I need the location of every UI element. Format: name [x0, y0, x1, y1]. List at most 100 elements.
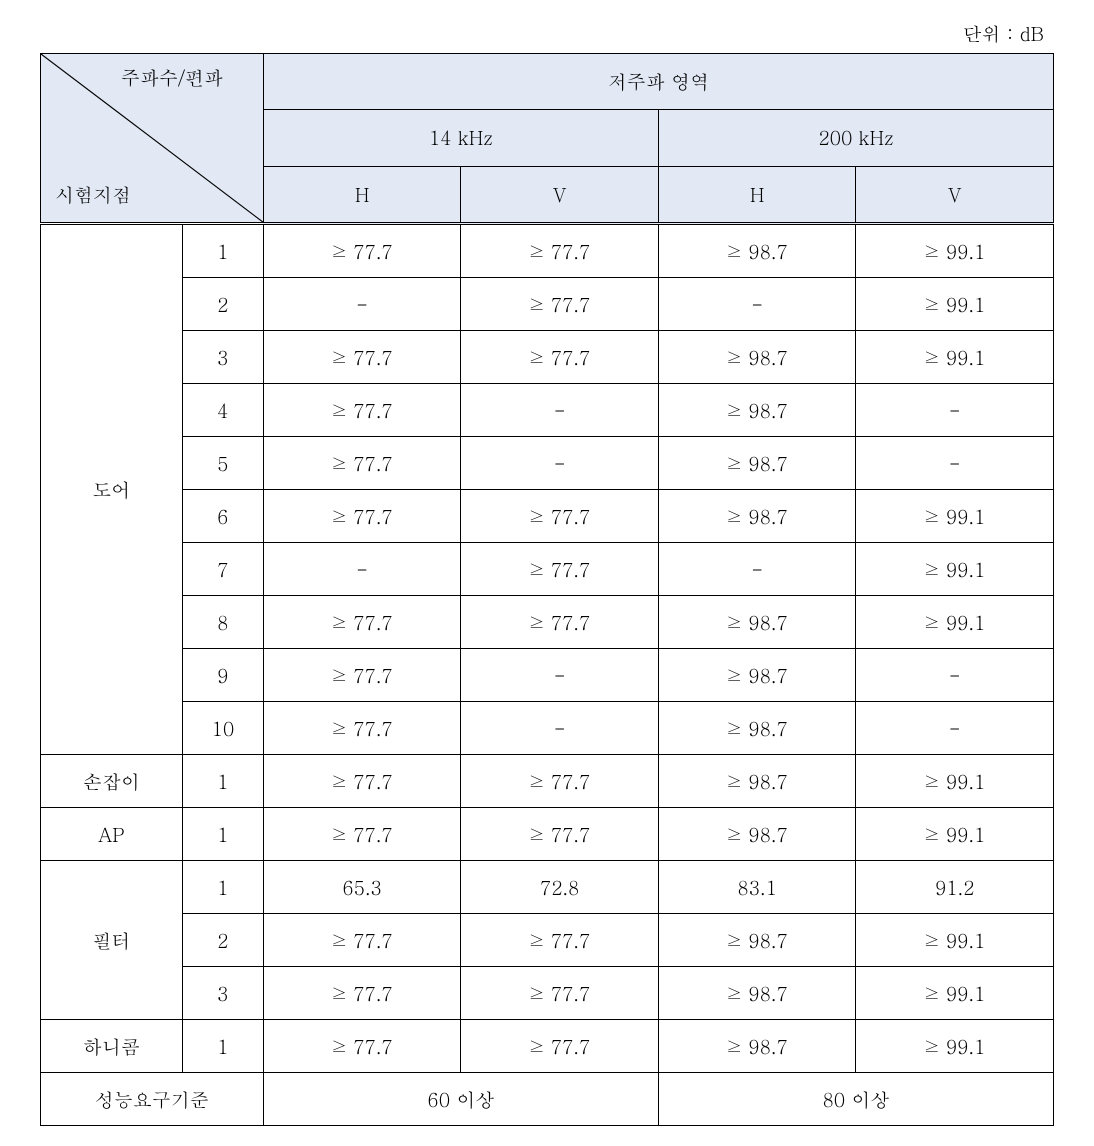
- value-cell: ≥ 77.7: [263, 808, 461, 861]
- value-cell: ≥ 77.7: [263, 384, 461, 437]
- value-cell: -: [856, 702, 1054, 755]
- value-cell: 72.8: [461, 861, 659, 914]
- header-diagonal: 주파수/편파 시험지점: [41, 54, 264, 224]
- value-cell: ≥ 99.1: [856, 755, 1054, 808]
- row-index: 3: [182, 331, 263, 384]
- row-index: 1: [182, 1020, 263, 1073]
- value-cell: ≥ 99.1: [856, 543, 1054, 596]
- table-row: 4≥ 77.7-≥ 98.7-: [41, 384, 1054, 437]
- group-label: 손잡이: [41, 755, 183, 808]
- value-cell: ≥ 77.7: [461, 914, 659, 967]
- header-h1: H: [263, 166, 461, 223]
- value-cell: -: [658, 543, 856, 596]
- header-v2: V: [856, 166, 1054, 223]
- footer-value-2: 80 이상: [658, 1073, 1053, 1126]
- value-cell: -: [461, 437, 659, 490]
- value-cell: -: [856, 649, 1054, 702]
- row-index: 2: [182, 914, 263, 967]
- value-cell: ≥ 99.1: [856, 490, 1054, 543]
- value-cell: ≥ 77.7: [263, 967, 461, 1020]
- value-cell: -: [856, 384, 1054, 437]
- value-cell: ≥ 99.1: [856, 808, 1054, 861]
- unit-label: 단위 : dB: [40, 20, 1054, 47]
- value-cell: ≥ 77.7: [263, 914, 461, 967]
- value-cell: ≥ 77.7: [461, 755, 659, 808]
- value-cell: ≥ 77.7: [263, 331, 461, 384]
- value-cell: ≥ 77.7: [461, 1020, 659, 1073]
- value-cell: ≥ 99.1: [856, 967, 1054, 1020]
- row-index: 6: [182, 490, 263, 543]
- table-row: 9≥ 77.7-≥ 98.7-: [41, 649, 1054, 702]
- table-row: 8≥ 77.7≥ 77.7≥ 98.7≥ 99.1: [41, 596, 1054, 649]
- row-index: 1: [182, 808, 263, 861]
- footer-row: 성능요구기준60 이상80 이상: [41, 1073, 1054, 1126]
- row-index: 1: [182, 224, 263, 278]
- value-cell: -: [263, 543, 461, 596]
- value-cell: ≥ 77.7: [461, 967, 659, 1020]
- value-cell: ≥ 98.7: [658, 224, 856, 278]
- value-cell: ≥ 77.7: [263, 755, 461, 808]
- header-diag-bottom: 시험지점: [55, 181, 131, 208]
- value-cell: ≥ 98.7: [658, 702, 856, 755]
- value-cell: -: [461, 649, 659, 702]
- table-row: AP1≥ 77.7≥ 77.7≥ 98.7≥ 99.1: [41, 808, 1054, 861]
- header-v1: V: [461, 166, 659, 223]
- table-row: 손잡이1≥ 77.7≥ 77.7≥ 98.7≥ 99.1: [41, 755, 1054, 808]
- table-body: 도어1≥ 77.7≥ 77.7≥ 98.7≥ 99.12-≥ 77.7-≥ 99…: [41, 224, 1054, 1126]
- table-header: 주파수/편파 시험지점 저주파 영역 14 kHz 200 kHz H V H …: [41, 54, 1054, 224]
- value-cell: ≥ 98.7: [658, 914, 856, 967]
- value-cell: ≥ 98.7: [658, 437, 856, 490]
- value-cell: ≥ 98.7: [658, 967, 856, 1020]
- table-row: 2≥ 77.7≥ 77.7≥ 98.7≥ 99.1: [41, 914, 1054, 967]
- value-cell: -: [461, 384, 659, 437]
- header-region: 저주파 영역: [263, 54, 1053, 110]
- row-index: 10: [182, 702, 263, 755]
- value-cell: ≥ 77.7: [263, 702, 461, 755]
- value-cell: ≥ 98.7: [658, 596, 856, 649]
- table-row: 필터165.372.883.191.2: [41, 861, 1054, 914]
- row-index: 8: [182, 596, 263, 649]
- table-row: 5≥ 77.7-≥ 98.7-: [41, 437, 1054, 490]
- value-cell: ≥ 98.7: [658, 384, 856, 437]
- value-cell: ≥ 77.7: [461, 808, 659, 861]
- table-row: 도어1≥ 77.7≥ 77.7≥ 98.7≥ 99.1: [41, 224, 1054, 278]
- header-h2: H: [658, 166, 856, 223]
- value-cell: ≥ 77.7: [461, 278, 659, 331]
- group-label: 하니콤: [41, 1020, 183, 1073]
- value-cell: ≥ 77.7: [263, 437, 461, 490]
- value-cell: ≥ 77.7: [461, 490, 659, 543]
- table-row: 3≥ 77.7≥ 77.7≥ 98.7≥ 99.1: [41, 967, 1054, 1020]
- footer-label: 성능요구기준: [41, 1073, 264, 1126]
- row-index: 2: [182, 278, 263, 331]
- value-cell: ≥ 98.7: [658, 649, 856, 702]
- value-cell: ≥ 98.7: [658, 490, 856, 543]
- header-freq2: 200 kHz: [658, 110, 1053, 166]
- table-row: 2-≥ 77.7-≥ 99.1: [41, 278, 1054, 331]
- value-cell: -: [461, 702, 659, 755]
- value-cell: ≥ 77.7: [461, 224, 659, 278]
- value-cell: ≥ 77.7: [461, 596, 659, 649]
- value-cell: ≥ 77.7: [263, 1020, 461, 1073]
- value-cell: ≥ 77.7: [263, 490, 461, 543]
- group-label: 도어: [41, 224, 183, 755]
- value-cell: 83.1: [658, 861, 856, 914]
- value-cell: ≥ 99.1: [856, 596, 1054, 649]
- value-cell: ≥ 77.7: [461, 331, 659, 384]
- value-cell: ≥ 77.7: [263, 224, 461, 278]
- table-row: 6≥ 77.7≥ 77.7≥ 98.7≥ 99.1: [41, 490, 1054, 543]
- value-cell: ≥ 98.7: [658, 755, 856, 808]
- value-cell: ≥ 77.7: [263, 649, 461, 702]
- row-index: 3: [182, 967, 263, 1020]
- data-table: 주파수/편파 시험지점 저주파 영역 14 kHz 200 kHz H V H …: [40, 53, 1054, 1126]
- row-index: 9: [182, 649, 263, 702]
- footer-value-1: 60 이상: [263, 1073, 658, 1126]
- value-cell: -: [856, 437, 1054, 490]
- value-cell: -: [658, 278, 856, 331]
- value-cell: ≥ 77.7: [461, 543, 659, 596]
- value-cell: ≥ 77.7: [263, 596, 461, 649]
- value-cell: ≥ 98.7: [658, 331, 856, 384]
- value-cell: ≥ 98.7: [658, 1020, 856, 1073]
- value-cell: ≥ 99.1: [856, 914, 1054, 967]
- table-row: 10≥ 77.7-≥ 98.7-: [41, 702, 1054, 755]
- value-cell: ≥ 99.1: [856, 224, 1054, 278]
